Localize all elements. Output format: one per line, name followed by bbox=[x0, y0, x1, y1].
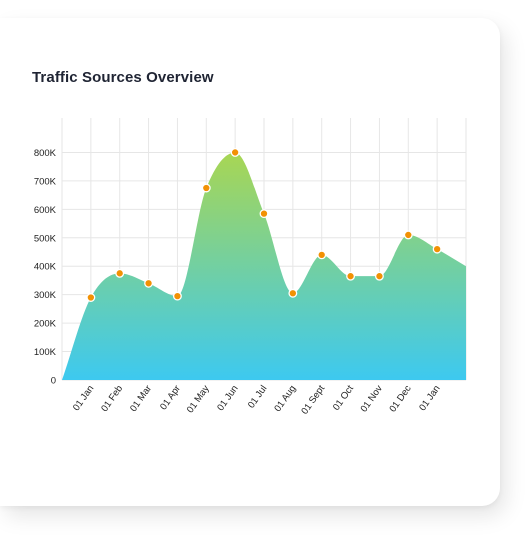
x-tick-label: 01 Jan bbox=[417, 383, 442, 413]
y-tick-label: 400K bbox=[34, 262, 57, 273]
x-tick-label: 01 Jul bbox=[246, 383, 270, 410]
y-tick-label: 300K bbox=[34, 290, 57, 301]
data-point-3[interactable] bbox=[144, 278, 154, 288]
x-tick-label: 01 Dec bbox=[387, 383, 413, 414]
data-point-11[interactable] bbox=[374, 271, 384, 281]
data-point-2[interactable] bbox=[115, 268, 125, 278]
data-point-12[interactable] bbox=[403, 230, 413, 240]
data-point-5[interactable] bbox=[201, 183, 211, 193]
y-tick-label: 800K bbox=[34, 148, 57, 159]
area-series bbox=[62, 152, 466, 380]
y-tick-label: 600K bbox=[34, 205, 57, 216]
x-tick-label: 01 May bbox=[185, 383, 212, 415]
data-point-4[interactable] bbox=[172, 291, 182, 301]
x-tick-label: 01 Apr bbox=[158, 383, 183, 412]
area-fill bbox=[62, 152, 466, 380]
x-tick-label: 01 Oct bbox=[331, 383, 356, 413]
y-tick-label: 100K bbox=[34, 347, 57, 358]
y-axis-ticks: 0 100K 200K 300K 400K 500K 600K 700K 800K bbox=[34, 148, 57, 387]
x-tick-label: 01 Mar bbox=[128, 383, 154, 414]
data-point-1[interactable] bbox=[86, 293, 96, 302]
data-point-7[interactable] bbox=[259, 209, 269, 219]
x-tick-label: 01 Jun bbox=[215, 383, 240, 413]
x-tick-label: 01 Feb bbox=[99, 383, 125, 414]
x-tick-label: 01 Sept bbox=[299, 383, 327, 416]
data-point-13[interactable] bbox=[432, 244, 442, 254]
data-point-8[interactable] bbox=[288, 288, 298, 298]
data-point-9[interactable] bbox=[317, 250, 327, 260]
y-tick-label: 0 bbox=[51, 376, 56, 387]
x-tick-label: 01 Nov bbox=[359, 383, 385, 414]
y-tick-label: 500K bbox=[34, 233, 57, 244]
data-points bbox=[86, 147, 442, 302]
chart-title: Traffic Sources Overview bbox=[32, 69, 214, 86]
data-point-6[interactable] bbox=[230, 147, 240, 157]
x-axis-ticks: 01 Jan 01 Feb 01 Mar 01 Apr 01 May 01 Jun 01 J… bbox=[71, 383, 443, 416]
x-tick-label: 01 Jan bbox=[71, 383, 96, 413]
data-point-10[interactable] bbox=[346, 271, 356, 281]
x-tick-label: 01 Aug bbox=[272, 383, 298, 414]
y-tick-label: 200K bbox=[34, 319, 57, 330]
y-tick-label: 700K bbox=[34, 176, 57, 187]
